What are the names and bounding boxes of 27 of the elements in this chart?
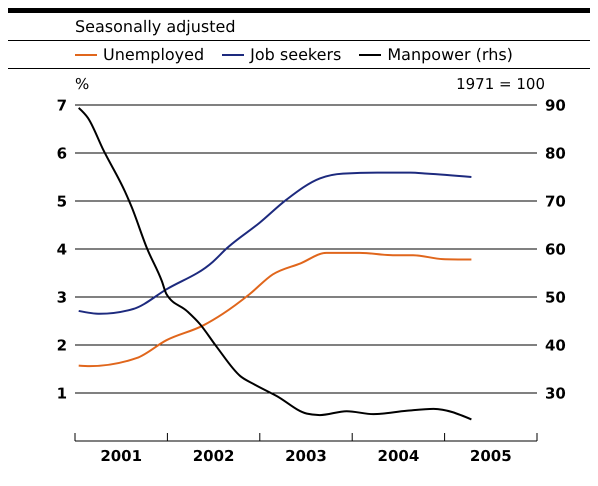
- y2-tick-label: 80: [545, 144, 566, 162]
- y-tick-label: 6: [56, 144, 67, 162]
- chart-subtitle: Seasonally adjusted: [8, 13, 590, 41]
- y2-tick-label: 60: [545, 240, 566, 258]
- x-tick-label: 2003: [285, 447, 327, 465]
- y2-axis-title: 1971 = 100: [456, 75, 545, 93]
- y-tick-label: 1: [56, 384, 67, 402]
- x-tick-label: 2004: [378, 447, 420, 465]
- y-tick-label: 2: [56, 336, 67, 354]
- y-tick-label: 5: [56, 192, 67, 210]
- legend-label: Manpower (rhs): [387, 45, 513, 64]
- x-tick-label: 2001: [100, 447, 142, 465]
- line-series: [78, 252, 472, 368]
- y2-tick-label: 90: [545, 96, 566, 114]
- y-tick-label: 4: [56, 240, 67, 258]
- y2-tick-label: 40: [545, 336, 566, 354]
- y2-tick-label: 70: [545, 192, 566, 210]
- y-axis-title: %: [75, 75, 90, 93]
- y2-tick-label: 30: [545, 384, 566, 402]
- y-tick-label: 7: [56, 96, 67, 114]
- legend-label: Unemployed: [103, 45, 204, 64]
- x-tick-label: 2005: [470, 447, 512, 465]
- legend-label: Job seekers: [250, 45, 342, 64]
- line-series: [78, 172, 472, 315]
- x-tick-label: 2002: [192, 447, 234, 465]
- y-tick-label: 3: [56, 288, 67, 306]
- y2-tick-label: 50: [545, 288, 566, 306]
